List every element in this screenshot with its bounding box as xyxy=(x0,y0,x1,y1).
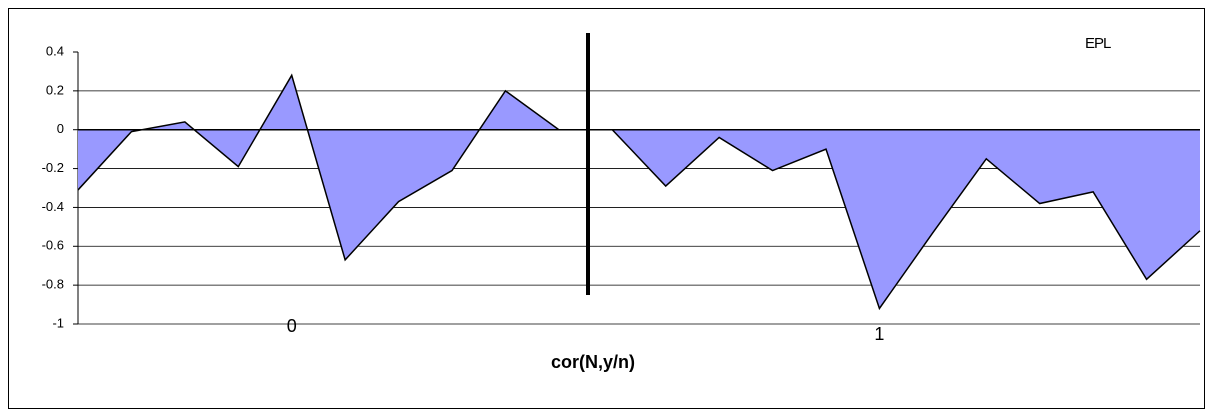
legend-label: EPL xyxy=(1085,35,1111,52)
y-tick-label: 0 xyxy=(57,121,64,136)
chart-frame xyxy=(8,8,1205,409)
y-tick-label: -0.6 xyxy=(42,238,64,253)
y-tick-label: -0.8 xyxy=(42,277,64,292)
x-category-label: 0 xyxy=(287,316,297,336)
series-line xyxy=(77,73,1201,311)
y-tick-label: 0.4 xyxy=(46,43,64,58)
y-tick-label: 0.2 xyxy=(46,82,64,97)
x-category-label: 1 xyxy=(874,324,884,344)
y-tick-label: -0.2 xyxy=(42,160,64,175)
x-axis-title: cor(N,y/n) xyxy=(551,352,635,372)
y-tick-label: -0.4 xyxy=(42,199,64,214)
y-tick-label: -1 xyxy=(52,315,64,330)
area xyxy=(78,75,1200,309)
